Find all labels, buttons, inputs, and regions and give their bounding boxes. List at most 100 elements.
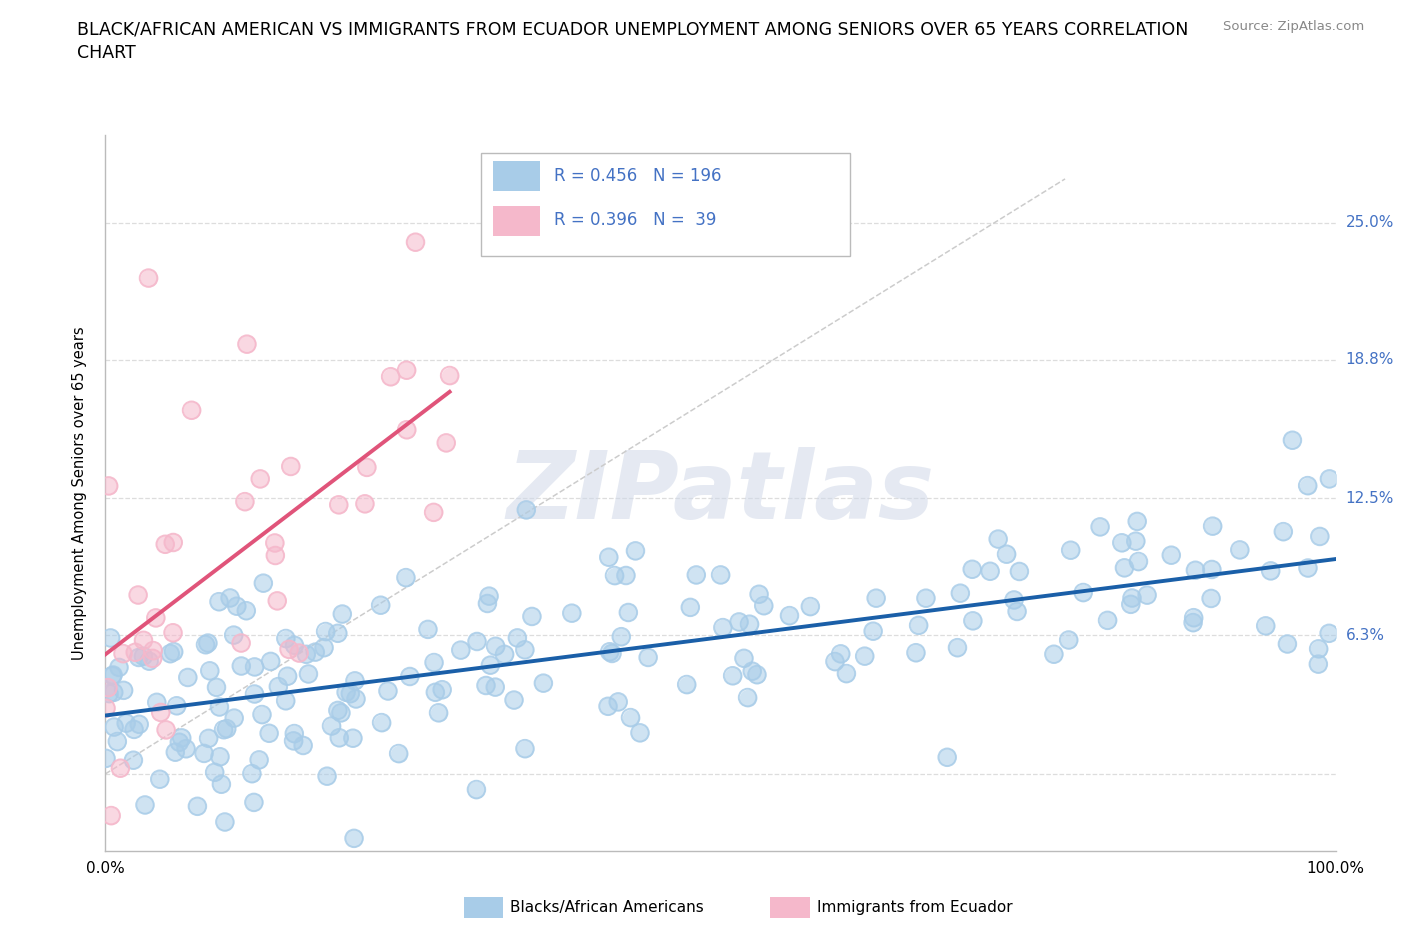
Point xyxy=(561,605,583,620)
Point xyxy=(610,630,633,644)
Point xyxy=(862,624,884,639)
Point xyxy=(1319,472,1341,486)
Point xyxy=(835,666,858,681)
Point xyxy=(1201,562,1223,577)
Point xyxy=(212,723,235,737)
Point xyxy=(264,548,287,563)
Point xyxy=(485,639,508,654)
Point xyxy=(103,685,125,700)
Point xyxy=(1126,514,1149,529)
Point xyxy=(904,645,927,660)
Point xyxy=(326,626,349,641)
Point xyxy=(208,750,231,764)
Point xyxy=(1319,472,1341,486)
Point xyxy=(224,711,246,725)
Point xyxy=(312,640,335,655)
Point xyxy=(122,752,145,767)
Point xyxy=(1114,561,1136,576)
Point xyxy=(170,730,193,745)
Point xyxy=(197,731,219,746)
Point xyxy=(326,626,349,641)
Point xyxy=(304,644,326,659)
Point xyxy=(830,646,852,661)
Point xyxy=(231,635,253,650)
Point xyxy=(180,403,202,418)
Y-axis label: Unemployment Among Seniors over 65 years: Unemployment Among Seniors over 65 years xyxy=(72,326,87,659)
Point xyxy=(675,677,697,692)
Point xyxy=(1060,543,1083,558)
Point xyxy=(112,683,135,698)
Point xyxy=(624,543,647,558)
Point xyxy=(193,746,215,761)
Point xyxy=(477,596,499,611)
Point xyxy=(208,594,231,609)
Point xyxy=(1121,591,1143,605)
Point xyxy=(370,598,392,613)
Point xyxy=(356,460,378,475)
Point xyxy=(128,717,150,732)
Point xyxy=(1097,613,1119,628)
Point xyxy=(225,599,247,614)
Point xyxy=(233,494,256,509)
Point xyxy=(439,368,461,383)
FancyBboxPatch shape xyxy=(494,206,540,236)
Point xyxy=(111,646,134,661)
Point xyxy=(94,701,117,716)
Point xyxy=(1128,554,1150,569)
Point xyxy=(145,610,167,625)
Point xyxy=(475,678,498,693)
Point xyxy=(100,631,122,645)
Point xyxy=(231,658,253,673)
Point xyxy=(1199,591,1222,605)
Point xyxy=(225,599,247,614)
Point xyxy=(475,678,498,693)
Point xyxy=(1309,529,1331,544)
Point xyxy=(599,644,621,659)
Point xyxy=(243,795,266,810)
Point xyxy=(1057,632,1080,647)
Point xyxy=(222,628,245,643)
Point xyxy=(236,337,259,352)
Point xyxy=(1201,562,1223,577)
Point xyxy=(115,716,138,731)
Point xyxy=(292,738,315,753)
Point xyxy=(675,677,697,692)
Point xyxy=(380,369,402,384)
Point xyxy=(598,550,620,565)
Point xyxy=(370,715,392,730)
Point xyxy=(169,735,191,750)
Point xyxy=(127,588,149,603)
Point xyxy=(94,751,117,765)
Point xyxy=(1182,610,1205,625)
Point xyxy=(915,591,938,605)
Point xyxy=(733,651,755,666)
Point xyxy=(215,721,238,736)
Point xyxy=(450,643,472,658)
Point xyxy=(344,692,367,707)
Point xyxy=(1071,585,1094,600)
Point xyxy=(478,589,501,604)
Point xyxy=(600,646,623,661)
Point xyxy=(330,606,353,621)
Point xyxy=(1254,618,1277,633)
Point xyxy=(274,631,297,646)
Point xyxy=(110,761,132,776)
Point xyxy=(949,586,972,601)
Point xyxy=(479,658,502,672)
Point xyxy=(186,799,208,814)
Point xyxy=(257,725,280,740)
Point xyxy=(748,587,770,602)
Point xyxy=(1201,519,1223,534)
Point xyxy=(741,664,763,679)
Point xyxy=(987,532,1010,547)
Point xyxy=(1182,615,1205,630)
Point xyxy=(779,608,801,623)
Point xyxy=(799,599,821,614)
Point xyxy=(145,695,167,710)
Point xyxy=(962,614,984,629)
Point xyxy=(145,695,167,710)
Point xyxy=(162,625,184,640)
Point xyxy=(283,638,305,653)
Point xyxy=(94,701,117,716)
Point xyxy=(728,615,751,630)
